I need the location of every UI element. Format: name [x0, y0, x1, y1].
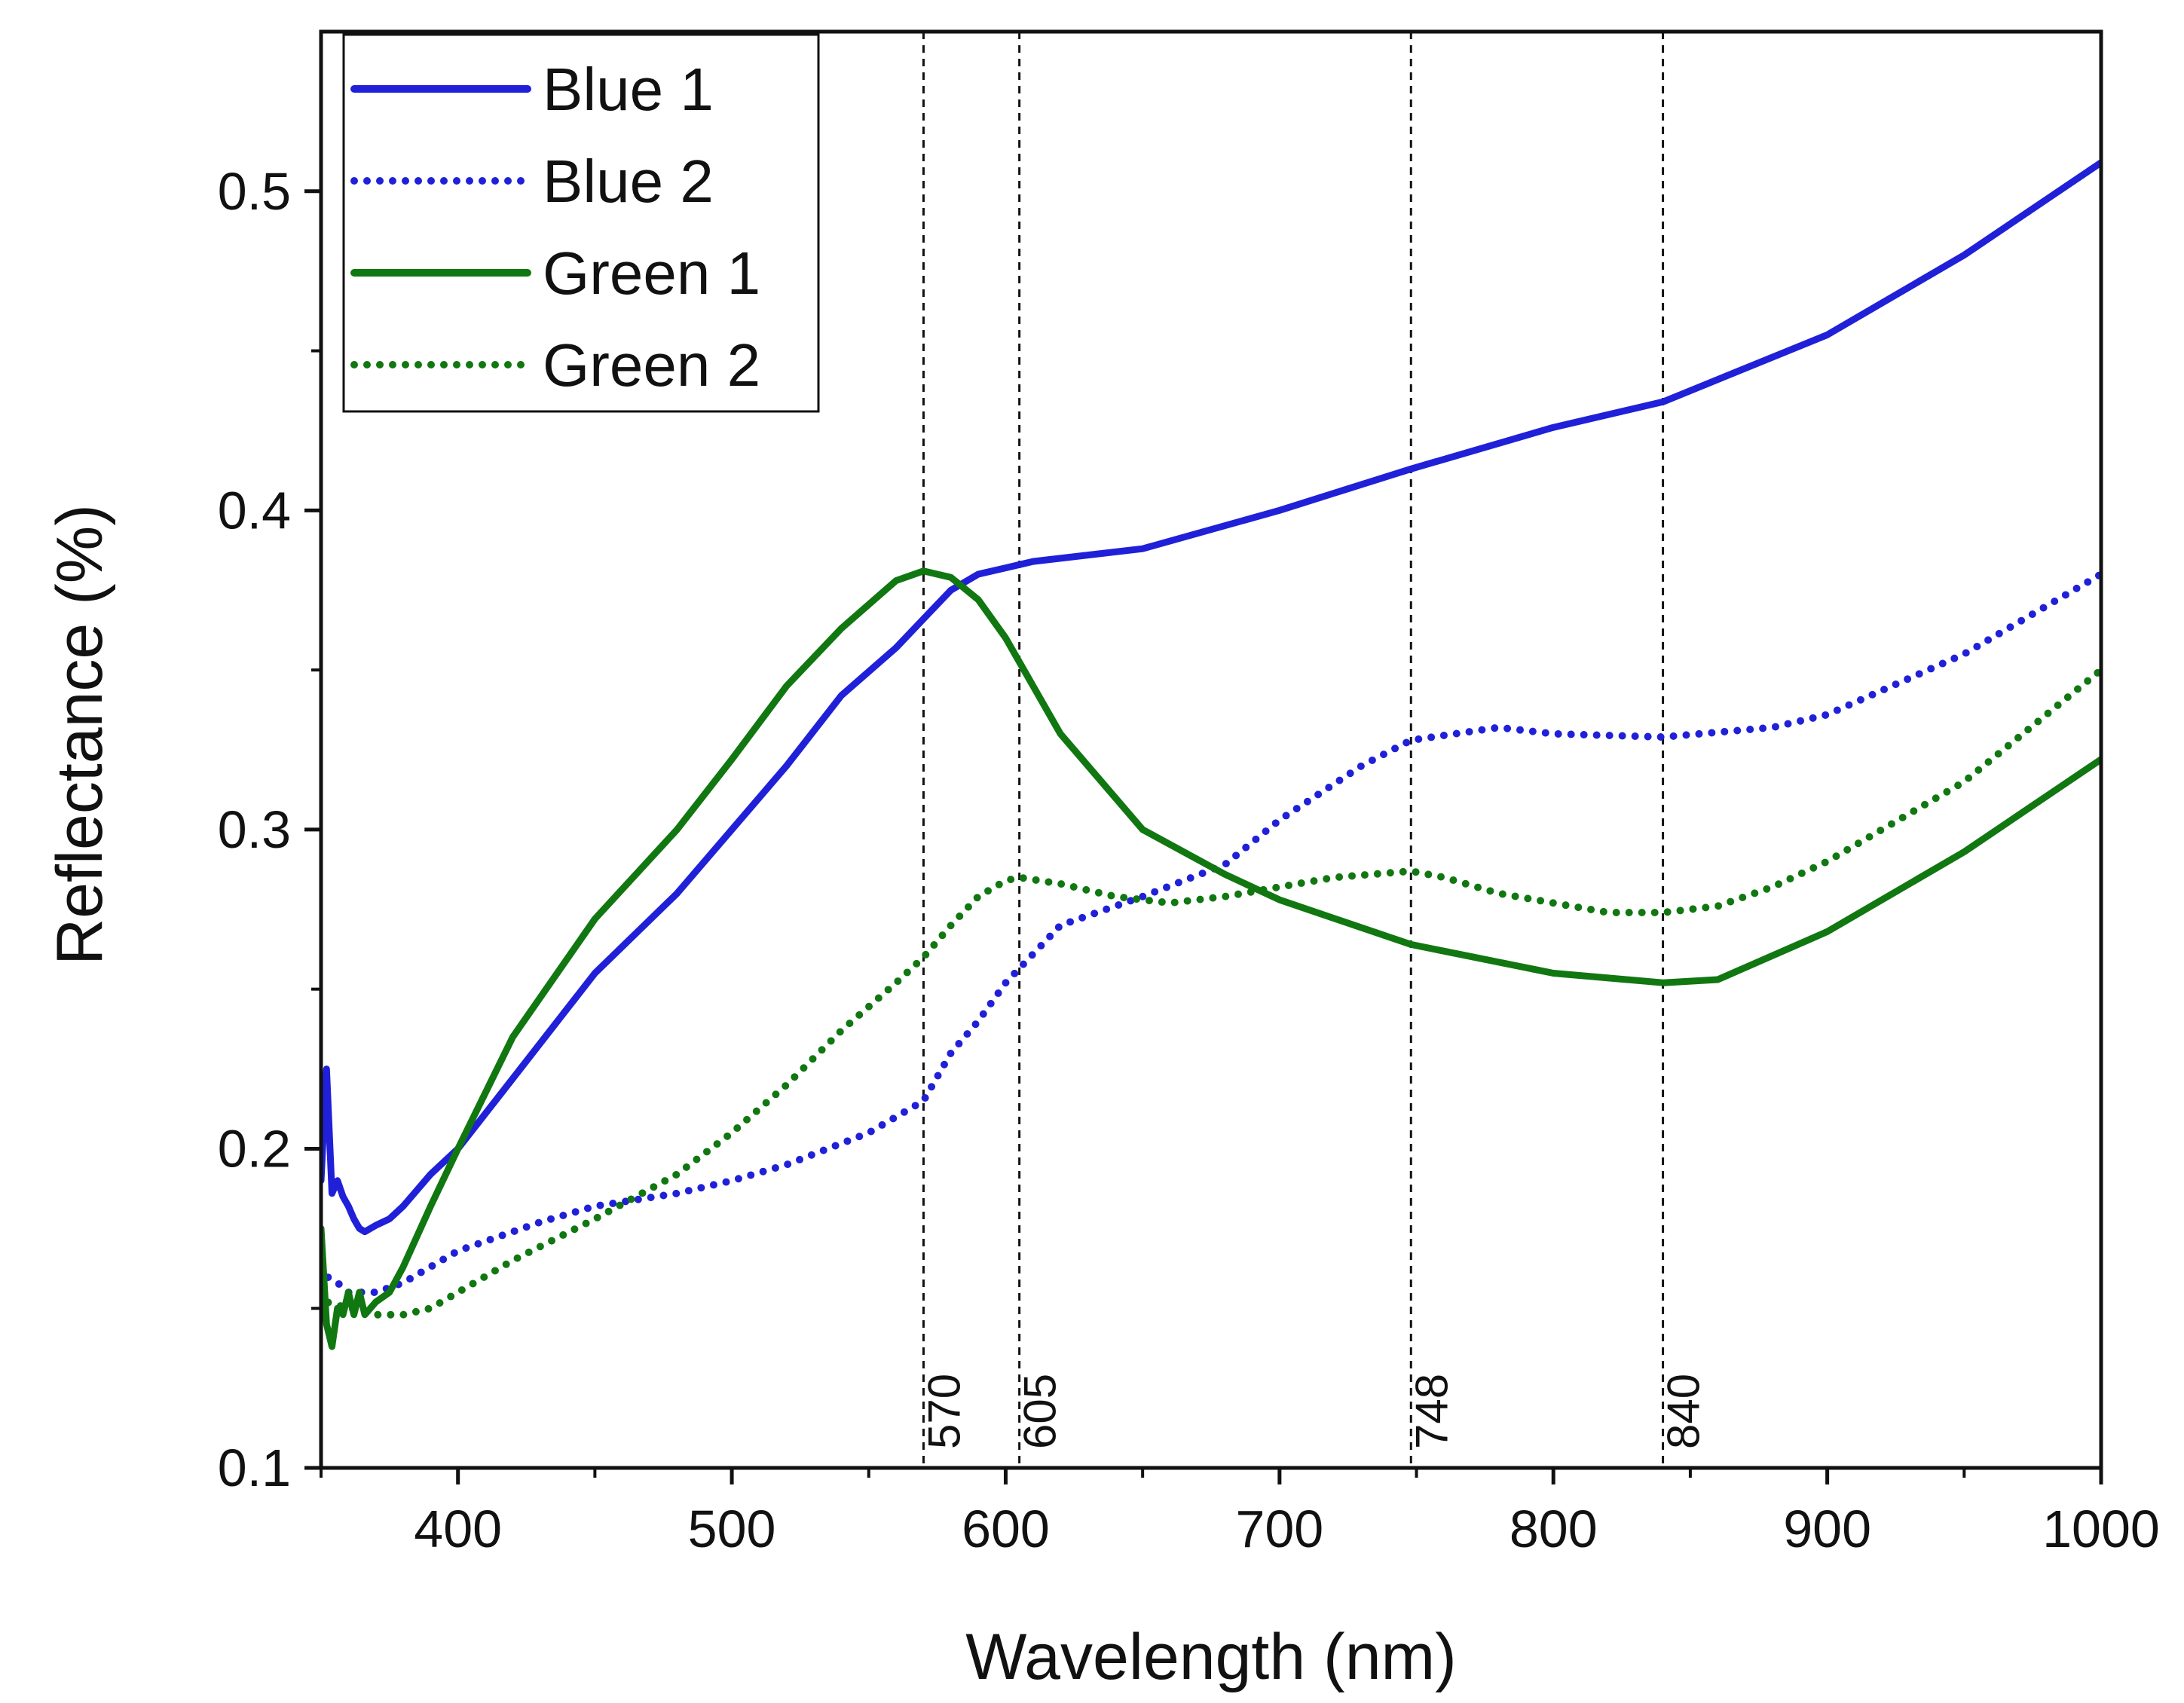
legend-box: [342, 33, 820, 413]
x-tick-label: 500: [688, 1500, 776, 1558]
x-tick-label: 700: [1235, 1500, 1323, 1558]
reference-label-748: 748: [1406, 1374, 1457, 1449]
x-tick-label: 400: [414, 1500, 502, 1558]
y-tick-label: 0.3: [218, 800, 291, 859]
series-line-blue-2: [321, 570, 2101, 1296]
y-tick-label: 0.2: [218, 1119, 291, 1178]
legend-label-green-1: Green 1: [543, 240, 760, 307]
y-tick-label: 0.5: [218, 162, 291, 221]
series-line-blue-1: [321, 159, 2101, 1236]
y-tick-label: 0.1: [218, 1439, 291, 1497]
reference-label-840: 840: [1659, 1374, 1709, 1449]
x-tick-label: 800: [1510, 1500, 1598, 1558]
x-axis-title: Wavelength (nm): [965, 1621, 1457, 1693]
y-axis-title: Reflectance (%): [44, 504, 116, 965]
x-tick-label: 1000: [2042, 1500, 2160, 1558]
legend-label-blue-2: Blue 2: [543, 148, 714, 215]
y-tick-label: 0.4: [218, 481, 291, 540]
x-tick-label: 600: [962, 1500, 1050, 1558]
legend-label-green-2: Green 2: [543, 332, 760, 399]
legend-label-blue-1: Blue 1: [543, 56, 714, 123]
reference-label-605: 605: [1015, 1374, 1066, 1449]
series-line-green-2: [321, 666, 2101, 1319]
plot-frame: [319, 29, 2103, 1470]
x-tick-label: 900: [1783, 1500, 1871, 1558]
series-line-green-1: [321, 567, 2101, 1350]
reference-label-570: 570: [919, 1374, 969, 1449]
